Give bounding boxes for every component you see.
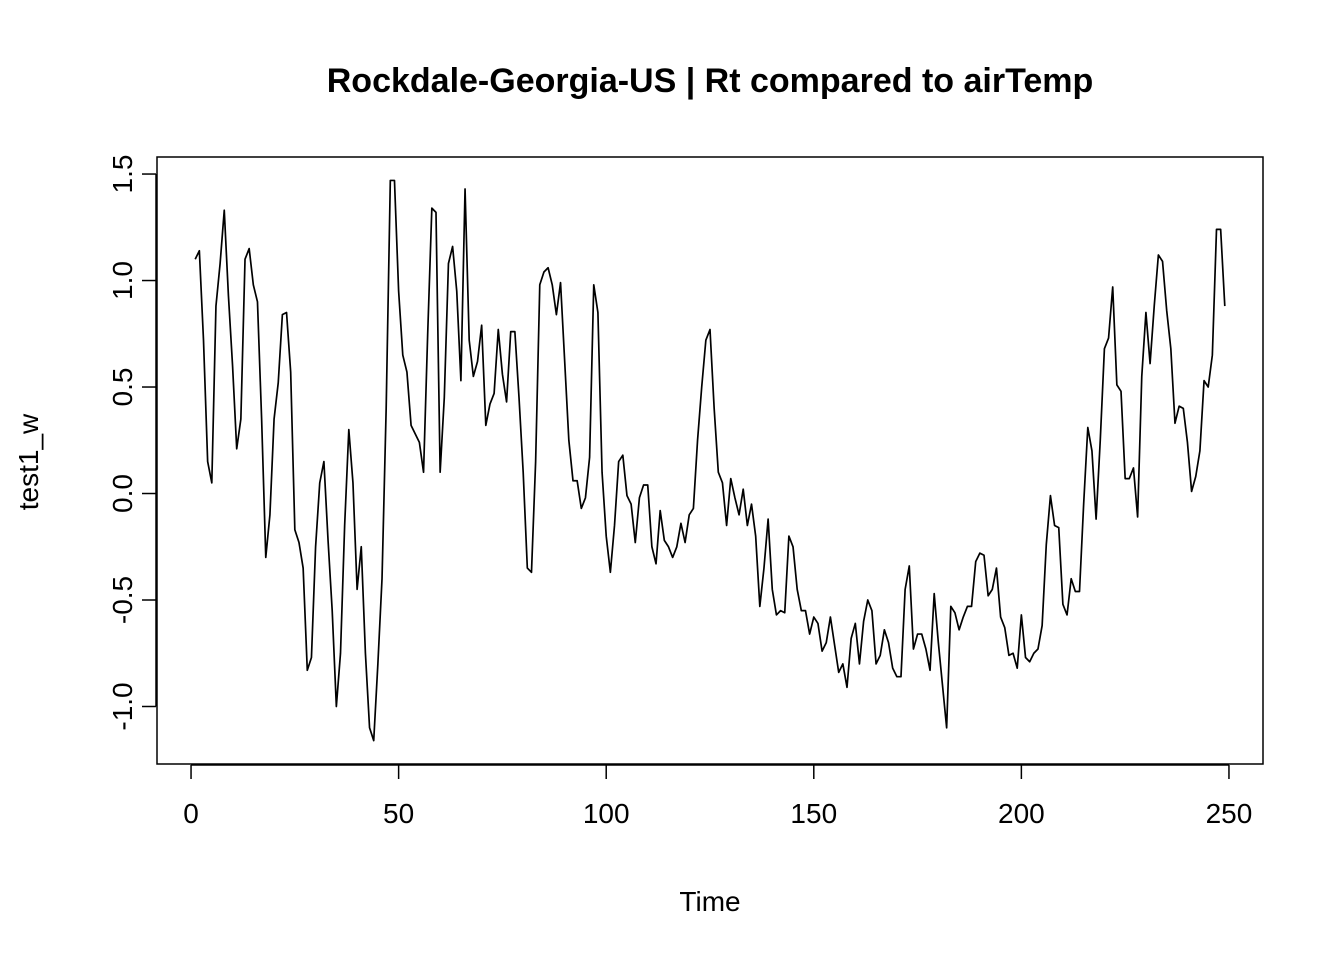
y-axis-label: test1_w: [13, 413, 44, 510]
y-tick-label: -1.0: [107, 682, 138, 730]
chart-title: Rockdale-Georgia-US | Rt compared to air…: [327, 62, 1093, 100]
x-axis: 0 50 100 150 200 250: [183, 764, 1253, 829]
series-line: [194, 179, 1226, 742]
y-tick-label: 0.5: [107, 368, 138, 407]
x-tick-label: 50: [383, 798, 414, 829]
x-axis-label: Time: [679, 886, 740, 917]
y-tick-label: 1.0: [107, 261, 138, 300]
y-tick-label: -0.5: [107, 576, 138, 624]
x-tick-label: 200: [998, 798, 1045, 829]
y-tick-label: 1.5: [107, 155, 138, 194]
y-axis: -1.0 -0.5 0.0 0.5 1.0 1.5: [107, 155, 157, 731]
y-tick-label: 0.0: [107, 474, 138, 513]
x-tick-label: 150: [790, 798, 837, 829]
x-tick-label: 100: [583, 798, 630, 829]
x-tick-label: 250: [1206, 798, 1253, 829]
plot-frame: [156, 156, 1264, 765]
x-tick-label: 0: [183, 798, 199, 829]
